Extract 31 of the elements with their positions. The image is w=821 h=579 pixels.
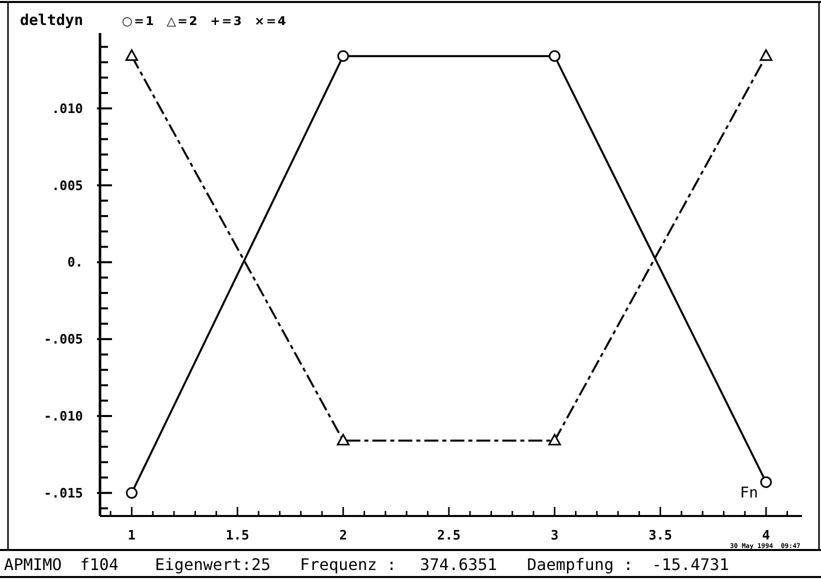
y-tick-label: .010 — [52, 102, 84, 117]
x-tick-label: 3.5 — [648, 528, 672, 544]
x-axis-title: Fn — [740, 483, 758, 502]
text: f104 — [80, 555, 119, 574]
point — [126, 487, 138, 499]
y-tick-label: -.005 — [44, 332, 83, 348]
point — [336, 434, 350, 446]
y-tick-label: -.015 — [44, 486, 83, 502]
point — [548, 50, 560, 62]
x-tick-label: 2.5 — [437, 528, 461, 544]
x-tick-label: 1 — [128, 528, 136, 544]
x-tick-label: 1.5 — [226, 528, 250, 544]
y-axis-title: deltdyn — [20, 11, 84, 29]
y-tick-label: -.010 — [44, 410, 84, 425]
text: Eigenwert:25 — [155, 555, 271, 574]
point — [337, 50, 349, 62]
point — [125, 49, 138, 61]
text: Daempfung : — [527, 555, 633, 574]
x-tick-label: 2 — [339, 528, 348, 544]
text: 374.6351 — [420, 555, 498, 574]
text: APMIMO — [4, 555, 62, 574]
point — [548, 434, 561, 446]
point — [760, 49, 772, 61]
y-tick-label: 0. — [67, 256, 83, 271]
text: Frequenz : — [300, 555, 396, 574]
text: ○=1 △=2 +=3 ×=4 — [122, 14, 288, 28]
text: -15.4731 — [652, 555, 730, 574]
x-tick-label: 4 — [762, 528, 770, 544]
point — [760, 476, 772, 488]
x-tick-label: 3 — [550, 528, 559, 544]
y-tick-label: .005 — [52, 178, 83, 194]
